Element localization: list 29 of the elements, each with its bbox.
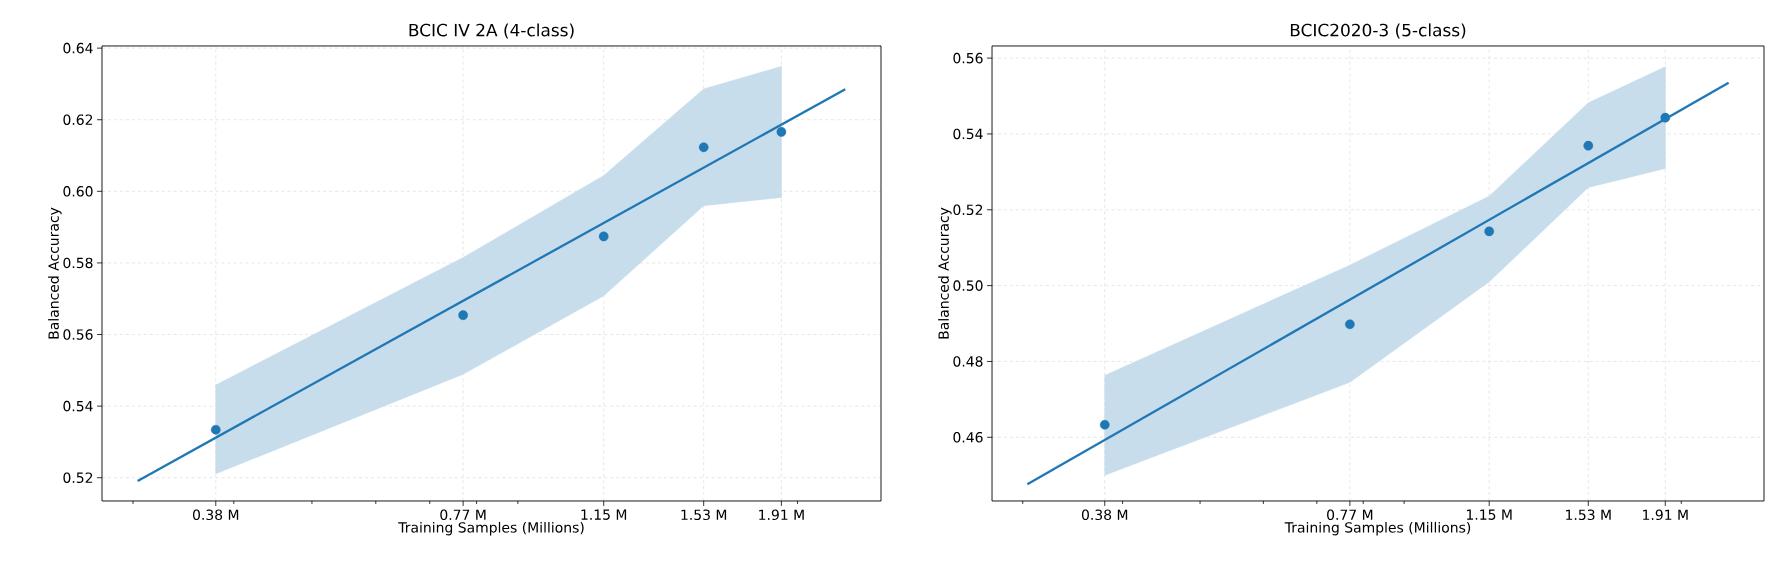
x-tick-label: 0.38 M (192, 509, 239, 521)
x-tick-label: 1.91 M (1643, 509, 1688, 521)
x-axis-title: Training Samples (Millions) (398, 521, 584, 536)
x-tick-label: 0.77 M (1327, 509, 1373, 521)
y-tick-label: 0.62 (63, 114, 93, 126)
y-tick-label: 0.52 (63, 472, 93, 483)
y-tick-label: 0.52 (953, 204, 983, 216)
chart-title: BCIC2020-3 (5-class) (1290, 23, 1466, 39)
y-tick-label: 0.60 (63, 186, 93, 197)
x-tick-label: 1.15 M (581, 509, 627, 520)
x-tick-label: 0.38 M (1081, 509, 1128, 521)
y-tick-label: 0.56 (953, 52, 983, 64)
x-tick-label: 1.53 M (1566, 509, 1611, 521)
x-tick-label: 0.77 M (440, 509, 486, 521)
x-axis-title: Training Samples (Millions) (1284, 521, 1471, 536)
y-tick-label: 0.58 (63, 257, 93, 269)
y-axis-title: Balanced Accuracy (938, 207, 952, 339)
y-axis-title: Balanced Accuracy (48, 207, 62, 339)
y-tick-label: 0.64 (63, 42, 93, 54)
y-tick-label: 0.56 (63, 329, 93, 340)
chart-title: BCIC IV 2A (4-class) (409, 23, 574, 39)
y-tick-label: 0.50 (953, 280, 983, 291)
x-tick-label: 1.15 M (1466, 509, 1512, 520)
y-tick-label: 0.48 (953, 356, 983, 367)
x-tick-label: 1.53 M (681, 509, 727, 521)
y-tick-label: 0.54 (63, 400, 93, 412)
x-tick-label: 1.91 M (759, 509, 804, 521)
y-tick-label: 0.54 (953, 128, 983, 140)
y-tick-label: 0.46 (953, 432, 983, 443)
